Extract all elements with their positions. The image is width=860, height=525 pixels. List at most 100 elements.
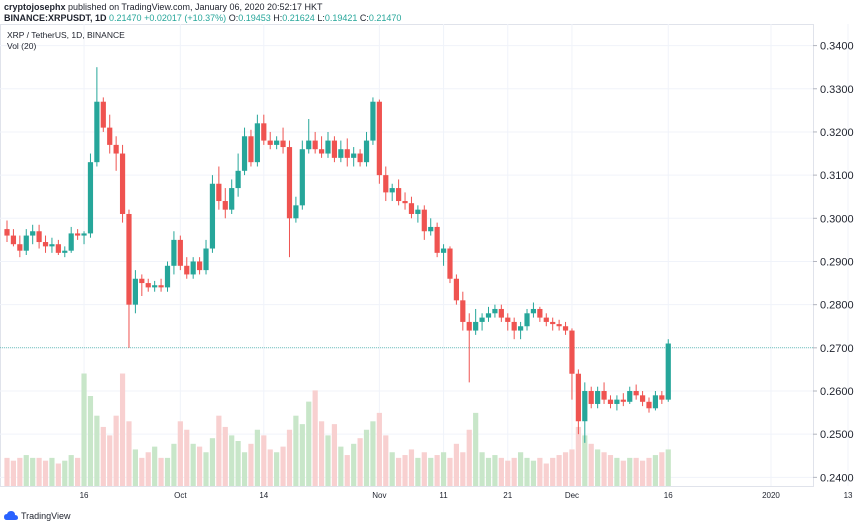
y-tick-label: 0.3300 <box>820 84 854 96</box>
x-tick-label: 16 <box>664 491 673 500</box>
volume-indicator-label: Vol (20) <box>7 41 36 51</box>
candle-body <box>408 203 415 214</box>
volume-bar <box>235 441 241 486</box>
volume-bar <box>261 435 267 486</box>
candle-body <box>665 343 671 400</box>
volume-bar <box>447 457 453 486</box>
ohlc-value-first: 0.21470 <box>109 13 142 23</box>
candle-body <box>620 399 626 402</box>
open-value: 0.19453 <box>238 13 271 23</box>
tradingview-logo[interactable]: TradingView <box>4 510 71 521</box>
volume-bar <box>376 412 382 486</box>
volume-bar <box>562 452 569 486</box>
x-tick-label: 13 <box>844 491 853 500</box>
volume-bar <box>357 438 363 486</box>
candle-body <box>415 209 421 214</box>
candle-body <box>197 261 203 271</box>
volume-bar <box>100 426 106 486</box>
y-tick-label: 0.3400 <box>820 41 854 53</box>
candle-body <box>453 278 459 301</box>
x-tick-label: 21 <box>503 491 512 500</box>
volume-bar <box>197 446 203 486</box>
volume-bar <box>665 449 671 486</box>
candle-body <box>274 140 280 145</box>
volume-bar <box>216 415 222 486</box>
candle-body <box>42 242 49 247</box>
volume-bar <box>415 457 421 486</box>
volume-bar <box>248 443 254 486</box>
candle-body <box>652 395 659 409</box>
y-tick-label: 0.3000 <box>820 213 854 225</box>
high-value: 0.21624 <box>282 13 315 23</box>
candle-body <box>646 401 652 409</box>
time-axis[interactable]: 16Oct14Nov1121Dec16202013Feb <box>80 491 860 500</box>
candle-body <box>633 391 639 396</box>
volume-bar <box>4 457 10 486</box>
volume-bar <box>639 460 646 486</box>
volume-bar <box>370 421 376 486</box>
volume-bar <box>434 455 440 486</box>
candle-body <box>306 140 312 150</box>
candle-body <box>216 183 222 202</box>
candle-body <box>505 317 511 322</box>
candle-body <box>177 239 183 266</box>
volume-bar <box>184 429 190 486</box>
volume-bar <box>511 457 517 486</box>
candle-body <box>614 399 620 404</box>
low-value: 0.19421 <box>324 13 358 23</box>
candle-body <box>171 239 177 266</box>
candle-body <box>601 391 607 400</box>
candle-body <box>254 123 260 163</box>
volume-bar <box>139 457 145 486</box>
volume-bar <box>119 373 126 486</box>
chart-title: XRP / TetherUS, 1D, BINANCE <box>7 30 125 40</box>
candle-body <box>17 244 23 251</box>
volume-bar <box>550 457 556 486</box>
symbol-label: BINANCE:XRPUSDT, 1D <box>4 13 107 23</box>
candle-body <box>241 136 248 171</box>
candle-body <box>126 213 132 305</box>
candle-body <box>351 153 357 158</box>
plot-area[interactable] <box>0 24 814 487</box>
candle-body <box>23 235 29 251</box>
volume-bar <box>485 457 492 486</box>
candle-body <box>119 153 126 214</box>
volume-bar <box>158 457 164 486</box>
ohlc-info: BINANCE:XRPUSDT, 1D 0.21470 +0.02017 (+1… <box>4 13 401 23</box>
candle-body <box>338 149 344 158</box>
volume-bar <box>312 390 318 486</box>
candle-body <box>184 265 190 275</box>
candle-body <box>331 140 338 158</box>
candle-body <box>299 149 305 206</box>
candle-body <box>261 123 267 141</box>
volume-bar <box>440 452 447 486</box>
candle-body <box>113 144 119 154</box>
volume-bar <box>530 460 537 486</box>
volume-bar <box>126 421 132 486</box>
author-name[interactable]: cryptojosephx <box>4 2 66 12</box>
price-chart[interactable]: 0.3400 0.3300 0.3200 0.3100 0.3000 0.2900 0.28… <box>0 24 860 510</box>
candle-body <box>318 149 325 154</box>
price-axis[interactable]: 0.3400 0.3300 0.3200 0.3100 0.3000 0.2900 0.28… <box>813 41 854 485</box>
y-tick-label: 0.2600 <box>820 386 854 398</box>
volume-bar <box>49 457 55 486</box>
candle-body <box>357 153 363 163</box>
candle-body <box>588 391 594 404</box>
candle-body <box>49 244 55 247</box>
candle-body <box>556 324 562 327</box>
candle-body <box>267 140 273 145</box>
volume-bar <box>267 449 273 486</box>
x-tick-label: Dec <box>565 491 579 500</box>
candle-body <box>94 101 100 163</box>
volume-bar <box>145 452 151 486</box>
volume-bar <box>107 435 113 486</box>
volume-bar <box>575 426 581 486</box>
volume-bars <box>4 373 671 486</box>
high-label: H: <box>273 13 283 23</box>
candle-body <box>479 317 485 322</box>
volume-bar <box>344 455 350 486</box>
candle-body <box>293 205 299 219</box>
volume-bar <box>171 443 177 486</box>
volume-bar <box>293 415 299 486</box>
volume-bar <box>229 435 235 486</box>
